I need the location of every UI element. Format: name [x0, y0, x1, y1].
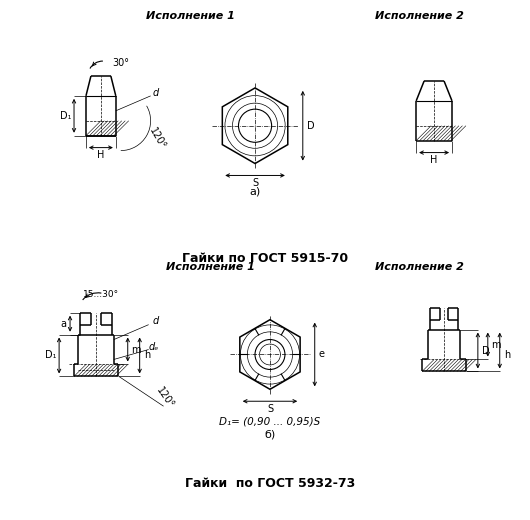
Text: D₁: D₁ [60, 111, 72, 121]
Text: D: D [482, 345, 490, 356]
Text: a: a [60, 319, 66, 329]
Text: Исполнение 2: Исполнение 2 [375, 11, 464, 21]
Text: d: d [153, 316, 158, 326]
Text: Исполнение 2: Исполнение 2 [375, 262, 464, 272]
Text: б): б) [264, 429, 276, 439]
Text: h: h [505, 350, 511, 360]
Text: 15...30°: 15...30° [83, 290, 119, 300]
Text: 120°: 120° [155, 386, 176, 411]
Text: H: H [97, 150, 104, 160]
Text: Гайки  по ГОСТ 5932-73: Гайки по ГОСТ 5932-73 [185, 477, 355, 490]
Text: S: S [267, 404, 273, 414]
Text: d: d [153, 88, 158, 98]
Text: Исполнение 1: Исполнение 1 [166, 262, 255, 272]
Text: 120°: 120° [147, 126, 167, 151]
Text: Гайки по ГОСТ 5915-70: Гайки по ГОСТ 5915-70 [182, 252, 348, 265]
Text: m: m [491, 340, 500, 349]
Text: D₁= (0,90 ... 0,95)S: D₁= (0,90 ... 0,95)S [219, 416, 321, 426]
Text: m: m [131, 345, 140, 355]
Text: Исполнение 1: Исполнение 1 [146, 11, 235, 21]
Text: D₁: D₁ [46, 350, 57, 360]
Text: dₑ: dₑ [148, 342, 159, 352]
Text: а): а) [250, 186, 261, 197]
Text: D: D [307, 121, 315, 131]
Text: e: e [319, 349, 325, 359]
Text: 30°: 30° [112, 58, 129, 68]
Text: h: h [145, 350, 151, 360]
Text: H: H [430, 154, 438, 164]
Text: S: S [252, 178, 258, 188]
